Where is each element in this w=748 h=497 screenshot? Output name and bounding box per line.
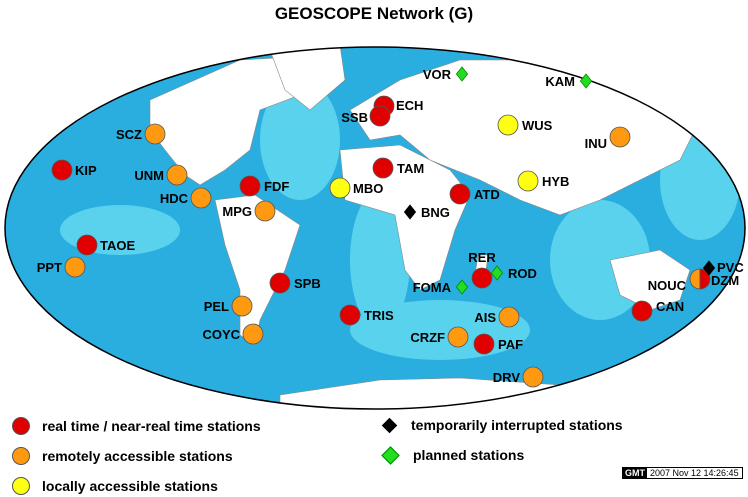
station-label-wus: WUS <box>522 118 553 133</box>
timestamp: 2007 Nov 12 14:26:45 <box>650 468 739 478</box>
station-marker-spb <box>269 272 291 294</box>
station-marker-kam <box>579 73 593 89</box>
yellow-circle-icon <box>12 477 30 495</box>
station-label-bng: BNG <box>421 205 450 220</box>
station-label-foma: FOMA <box>413 280 452 295</box>
station-label-inu: INU <box>585 136 607 151</box>
legend-local: locally accessible stations <box>12 477 218 495</box>
station-marker-ssb <box>369 105 391 127</box>
legend-label: remotely accessible stations <box>42 448 233 464</box>
station-label-tam: TAM <box>397 161 424 176</box>
station-marker-pvc <box>702 260 716 276</box>
station-marker-unm <box>166 164 188 186</box>
green-diamond-icon <box>381 445 400 465</box>
station-marker-rod <box>490 265 504 281</box>
station-label-pel: PEL <box>204 299 229 314</box>
map-frame <box>4 46 746 410</box>
station-marker-hyb <box>517 170 539 192</box>
station-label-dzm: DZM <box>711 273 739 288</box>
station-marker-nouc <box>689 268 701 290</box>
station-label-rod: ROD <box>508 266 537 281</box>
station-marker-tris <box>339 304 361 326</box>
station-label-nouc: NOUC <box>648 278 687 293</box>
station-label-rer: RER <box>468 250 496 265</box>
legend-label: planned stations <box>413 447 525 463</box>
station-marker-fdf <box>239 175 261 197</box>
legend-real-time: real time / near-real time stations <box>12 417 261 435</box>
black-diamond-icon <box>381 417 398 433</box>
legend-planned: planned stations <box>380 445 525 465</box>
station-label-mbo: MBO <box>353 181 383 196</box>
station-marker-drv <box>522 366 544 388</box>
world-map: KIP SCZ UNM HDC FDF MPG TAOE PPT SPB PEL COYC TRIS E… <box>4 46 746 410</box>
station-label-can: CAN <box>656 299 684 314</box>
station-marker-dzm <box>699 268 711 290</box>
station-label-hdc: HDC <box>160 191 189 206</box>
station-marker-crzf <box>447 326 469 348</box>
station-label-crzf: CRZF <box>410 330 445 345</box>
orange-circle-icon <box>12 447 30 465</box>
station-label-ssb: SSB <box>341 110 368 125</box>
station-label-pvc: PVC <box>717 260 744 275</box>
gmt-stamp: GMT 2007 Nov 12 14:26:45 <box>622 467 743 479</box>
station-marker-bng <box>403 204 417 220</box>
station-marker-foma <box>455 279 469 295</box>
station-marker-mpg <box>254 200 276 222</box>
land <box>149 47 701 409</box>
station-label-taoe: TAOE <box>100 238 135 253</box>
station-label-scz: SCZ <box>116 127 142 142</box>
station-marker-vor <box>455 66 469 82</box>
station-label-kam: KAM <box>545 74 575 89</box>
station-label-mpg: MPG <box>222 204 252 219</box>
red-circle-icon <box>12 417 30 435</box>
station-marker-rer <box>471 267 493 289</box>
station-marker-atd <box>449 183 471 205</box>
station-marker-scz <box>144 123 166 145</box>
station-label-ech: ECH <box>396 98 423 113</box>
station-label-paf: PAF <box>498 337 523 352</box>
station-marker-inu <box>609 126 631 148</box>
station-marker-can <box>631 300 653 322</box>
station-label-ppt: PPT <box>37 260 62 275</box>
gmt-logo: GMT <box>623 468 647 478</box>
station-marker-pel <box>231 295 253 317</box>
station-marker-ppt <box>64 256 86 278</box>
station-label-ais: AIS <box>474 310 496 325</box>
station-marker-paf <box>473 333 495 355</box>
legend-remote: remotely accessible stations <box>12 447 233 465</box>
station-label-vor: VOR <box>423 67 452 82</box>
station-marker-ais <box>498 306 520 328</box>
station-label-atd: ATD <box>474 187 500 202</box>
station-marker-taoe <box>76 234 98 256</box>
legend-interrupted: temporarily interrupted stations <box>380 417 623 433</box>
map-title: GEOSCOPE Network (G) <box>274 4 474 23</box>
station-marker-coyc <box>242 323 264 345</box>
legend-label: real time / near-real time stations <box>42 418 261 434</box>
legend-label: locally accessible stations <box>42 478 218 494</box>
station-label-fdf: FDF <box>264 179 289 194</box>
station-label-kip: KIP <box>75 163 97 178</box>
station-label-hyb: HYB <box>542 174 569 189</box>
station-label-tris: TRIS <box>364 308 394 323</box>
station-label-coyc: COYC <box>202 327 240 342</box>
legend-label: temporarily interrupted stations <box>411 417 623 433</box>
station-marker-tam <box>372 157 394 179</box>
station-label-spb: SPB <box>294 276 321 291</box>
station-marker-wus <box>497 114 519 136</box>
station-label-drv: DRV <box>493 370 521 385</box>
station-marker-hdc <box>190 187 212 209</box>
station-marker-mbo <box>329 177 351 199</box>
station-marker-kip <box>51 159 73 181</box>
station-label-unm: UNM <box>134 168 164 183</box>
stations-layer: KIP SCZ UNM HDC FDF MPG TAOE PPT SPB PEL COYC TRIS E… <box>37 66 744 388</box>
